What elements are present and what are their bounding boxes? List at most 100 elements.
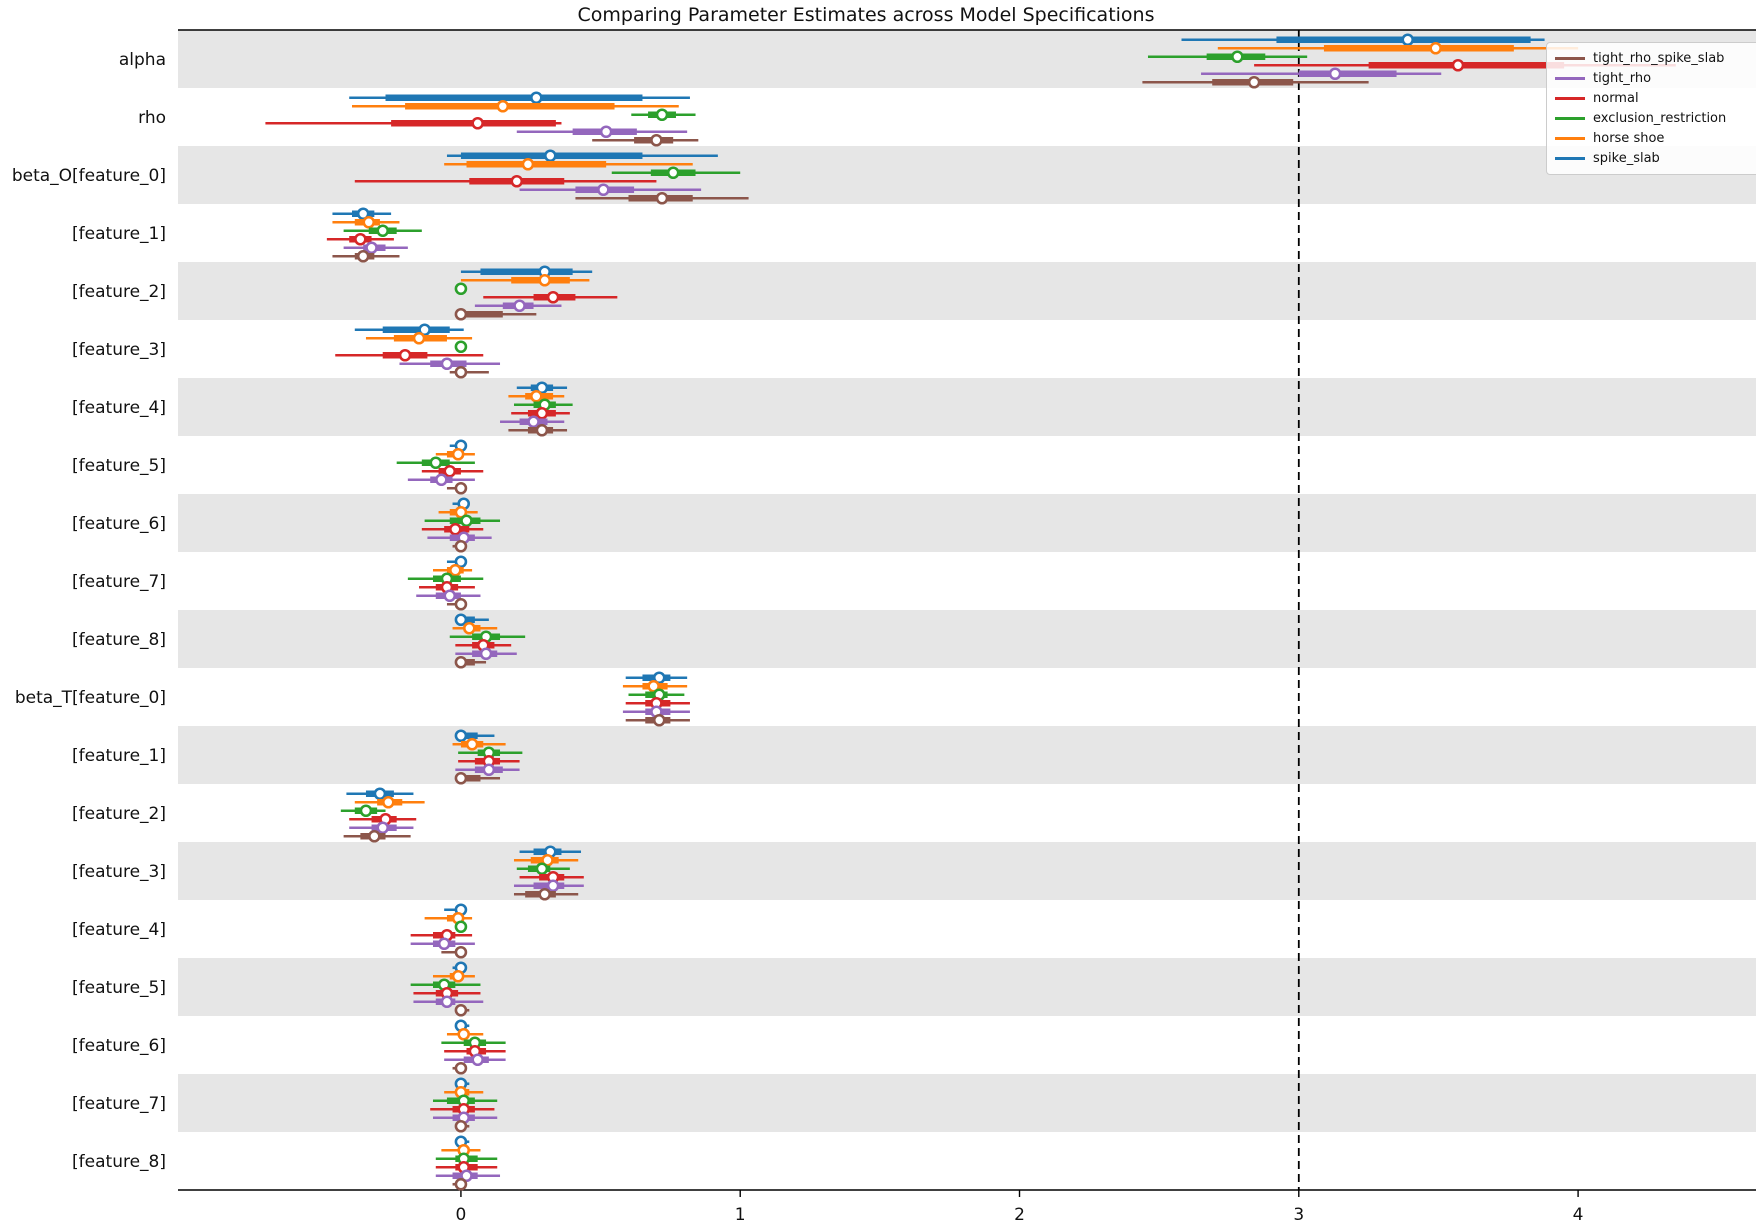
point-estimate-marker <box>376 224 390 238</box>
point-estimate-marker <box>655 108 669 122</box>
point-estimate-marker <box>521 157 535 171</box>
point-estimate-marker <box>460 514 473 528</box>
row-band <box>178 378 1756 436</box>
legend-entry: tight_rho_spike_slab <box>1555 48 1751 68</box>
point-estimate-marker <box>454 539 468 553</box>
legend-line-sample <box>1555 136 1585 140</box>
point-estimate-marker <box>1429 41 1442 55</box>
legend-line-sample <box>1555 96 1585 100</box>
point-estimate-marker <box>454 307 468 321</box>
y-tick-label: [feature_2] <box>72 804 166 824</box>
point-estimate-marker <box>454 365 468 379</box>
point-estimate-marker <box>1231 50 1244 64</box>
row-band <box>178 494 1756 552</box>
point-estimate-marker <box>412 331 426 345</box>
legend-entry: horse shoe <box>1555 128 1751 148</box>
point-estimate-marker <box>1401 33 1415 47</box>
point-estimate-marker <box>454 1061 468 1075</box>
point-estimate-marker <box>418 323 431 337</box>
row-band <box>178 1074 1756 1132</box>
legend-line-sample <box>1555 116 1585 120</box>
point-estimate-marker <box>451 447 465 461</box>
point-estimate-marker <box>454 481 468 495</box>
point-estimate-marker <box>454 1177 468 1191</box>
point-estimate-marker <box>454 920 468 934</box>
point-estimate-marker <box>599 125 613 139</box>
point-estimate-marker <box>479 647 493 661</box>
point-estimate-marker <box>655 191 669 205</box>
point-estimate-marker <box>541 853 554 867</box>
point-estimate-marker <box>454 1003 468 1017</box>
y-tick-label: [feature_7] <box>72 1094 166 1114</box>
point-estimate-marker <box>546 290 560 304</box>
y-tick-label: [feature_8] <box>72 1152 166 1172</box>
row-band <box>178 958 1756 1016</box>
y-tick-label: [feature_8] <box>72 630 166 650</box>
legend-entry: normal <box>1555 88 1751 108</box>
point-estimate-marker <box>454 1119 468 1133</box>
point-estimate-marker <box>454 282 468 296</box>
y-tick-label: [feature_5] <box>72 978 166 998</box>
point-estimate-marker <box>454 555 468 569</box>
point-estimate-marker <box>527 415 540 429</box>
legend-label: spike_slab <box>1593 150 1660 166</box>
point-estimate-marker <box>437 937 451 951</box>
row-band <box>178 262 1756 320</box>
point-estimate-marker <box>460 1169 473 1183</box>
point-estimate-marker <box>538 273 552 287</box>
legend-label: exclusion_restriction <box>1593 110 1727 126</box>
legend-label: tight_rho <box>1593 70 1652 86</box>
point-estimate-marker <box>457 1027 471 1041</box>
point-estimate-marker <box>440 995 454 1009</box>
point-estimate-marker <box>666 166 680 180</box>
point-estimate-marker <box>398 348 412 362</box>
x-tick-label: 4 <box>1573 1205 1584 1225</box>
row-band <box>178 610 1756 668</box>
point-estimate-marker <box>647 679 660 693</box>
point-estimate-marker <box>454 597 468 611</box>
point-estimate-marker <box>454 340 468 354</box>
y-tick-label: beta_O[feature_0] <box>12 166 166 186</box>
y-tick-label: [feature_2] <box>72 282 166 302</box>
x-tick-label: 1 <box>735 1205 746 1225</box>
point-estimate-marker <box>543 149 557 163</box>
x-tick-label: 3 <box>1293 1205 1304 1225</box>
legend-line-sample <box>1555 156 1585 160</box>
y-tick-label: [feature_7] <box>72 572 166 592</box>
point-estimate-marker <box>429 456 443 470</box>
point-estimate-marker <box>535 423 549 437</box>
plot-title: Comparing Parameter Estimates across Mod… <box>577 4 1155 26</box>
legend-entry: exclusion_restriction <box>1555 108 1751 128</box>
x-tick-label: 2 <box>1014 1205 1025 1225</box>
point-estimate-marker <box>454 771 468 785</box>
y-tick-label: alpha <box>119 50 166 70</box>
point-estimate-marker <box>1247 75 1261 89</box>
point-estimate-marker <box>463 621 476 635</box>
point-estimate-marker <box>449 522 462 536</box>
row-band <box>178 146 1756 204</box>
y-tick-label: [feature_1] <box>72 746 166 766</box>
row-band <box>178 726 1756 784</box>
point-estimate-marker <box>652 671 666 685</box>
point-estimate-marker <box>652 713 666 727</box>
point-estimate-marker <box>362 215 376 229</box>
point-estimate-marker <box>356 249 370 263</box>
y-tick-label: [feature_3] <box>72 862 166 882</box>
y-tick-label: [feature_6] <box>72 1036 166 1056</box>
point-estimate-marker <box>365 241 378 255</box>
point-estimate-marker <box>454 729 468 743</box>
point-estimate-marker <box>482 763 496 777</box>
y-tick-label: [feature_5] <box>72 456 166 476</box>
point-estimate-marker <box>597 183 610 197</box>
point-estimate-marker <box>454 655 468 669</box>
point-estimate-marker <box>454 613 468 627</box>
legend-label: tight_rho_spike_slab <box>1593 50 1725 66</box>
legend-label: normal <box>1593 90 1639 106</box>
y-tick-label: [feature_3] <box>72 340 166 360</box>
point-estimate-marker <box>443 464 457 478</box>
y-tick-label: [feature_4] <box>72 398 166 418</box>
point-estimate-marker <box>356 207 370 221</box>
